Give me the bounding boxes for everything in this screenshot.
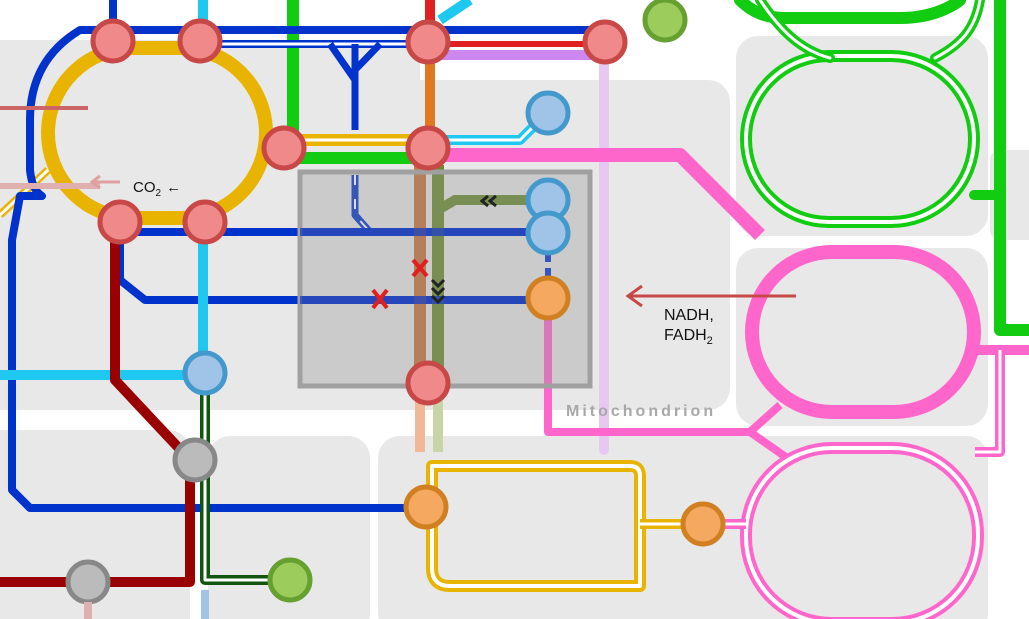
station-green[interactable] [267,557,313,603]
station-orange[interactable] [525,275,571,321]
co2-label: CO2 ← [133,179,181,199]
station-red[interactable] [582,19,628,65]
station-blue[interactable] [182,350,228,396]
station-orange[interactable] [403,484,449,530]
mitochondrion-label: Mitochondrion [566,403,716,420]
station-blue[interactable] [525,90,571,136]
station-red[interactable] [182,199,228,245]
station-orange[interactable] [680,501,726,547]
station-grey[interactable] [172,437,218,483]
station-red[interactable] [90,18,136,64]
region-lower-mid-left [208,436,370,619]
station-red[interactable] [177,18,223,64]
chevron-icon [430,286,446,297]
left-arrow-icon [625,284,796,308]
region-upper-right [736,36,988,236]
pink-line [430,148,1029,619]
box-overlay-lines [300,228,548,304]
red-orange-line [414,0,600,452]
red-x-icon [371,258,429,310]
station-red[interactable] [405,19,451,65]
violet-line [425,39,609,455]
stations [65,0,726,619]
station-blue[interactable] [525,210,571,256]
chevron-icons [430,194,497,305]
station-grey[interactable] [65,559,111,605]
chevron-icon [479,194,489,208]
region-lower-left [0,430,190,619]
nadh-label: NADH, [664,307,714,324]
chevron-icon [430,278,446,289]
station-red[interactable] [261,125,307,171]
chevron-icon [430,294,446,305]
station-red[interactable] [405,125,451,171]
fadh2-label: FADH2 [664,327,713,347]
co2-arrow-icon [89,174,120,190]
olive-line [432,165,548,452]
region-middle-right [736,248,988,426]
labels: CO2 ← NADH, FADH2 Mitochondrion [133,179,716,420]
station-green[interactable] [642,0,688,43]
station-red[interactable] [405,360,451,406]
station-red[interactable] [97,199,143,245]
chevron-icon [487,194,497,208]
